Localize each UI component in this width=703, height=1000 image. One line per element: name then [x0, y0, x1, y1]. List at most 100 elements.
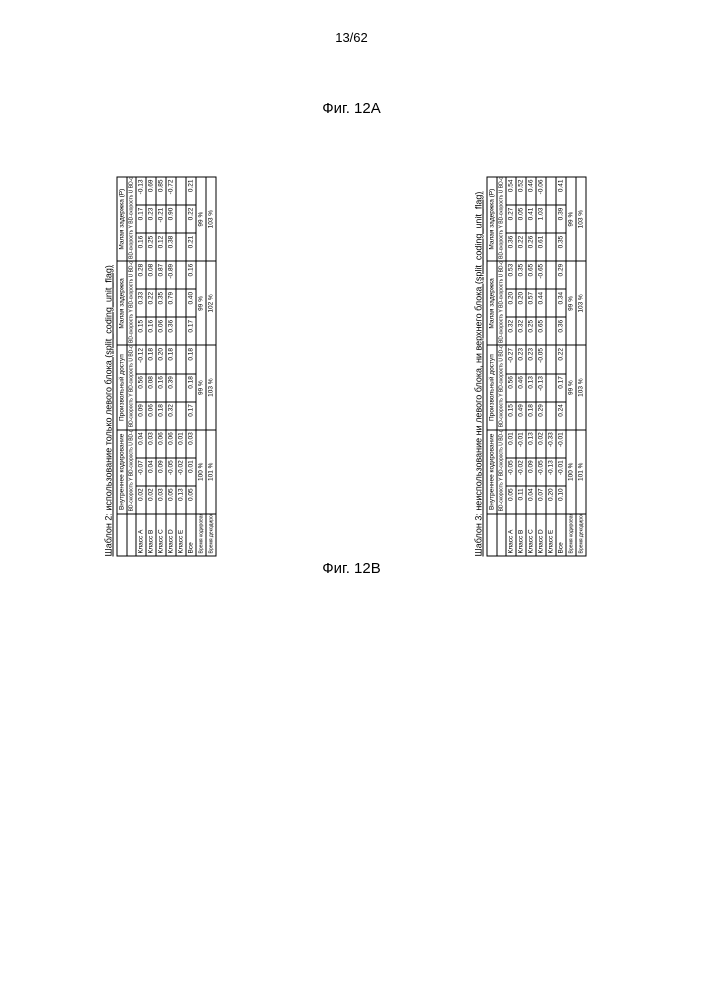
figure-label-b: Фиг. 12B	[0, 560, 703, 577]
cell	[546, 233, 556, 261]
section-header: Малая задержка (P)	[117, 177, 127, 261]
sub-header: BD-скорость Y BD-скорость U BD-скорость …	[127, 430, 136, 514]
cell: 0.06	[156, 317, 166, 345]
cell	[176, 177, 186, 205]
cell: 0.16	[136, 233, 146, 261]
cell: 0.01	[186, 458, 196, 486]
cell: -0.33	[546, 430, 556, 458]
cell: 0.01	[506, 430, 516, 458]
cell	[546, 346, 556, 374]
cell: 0.39	[166, 374, 176, 402]
cell: 0.12	[156, 233, 166, 261]
cell: 0.06	[166, 430, 176, 458]
cell: 0.41	[556, 177, 566, 205]
cell: -0.01	[516, 430, 526, 458]
table-block-b: Шаблон 3: неиспользование ни левого блок…	[474, 177, 587, 557]
section-header: Внутреннее кодирование	[487, 430, 497, 514]
cell: 0.33	[136, 289, 146, 317]
cell	[176, 205, 186, 233]
cell: 0.27	[506, 205, 516, 233]
cell: 0.18	[166, 346, 176, 374]
cell: 0.53	[506, 261, 516, 289]
cell: 0.35	[556, 233, 566, 261]
cell: 0.22	[186, 205, 196, 233]
enc-time-row: Время кодирования [%]100 %99 %99 %99 %	[196, 177, 206, 556]
table-row: Класс D0.07-0.050.020.29-0.13-0.050.650.…	[536, 177, 546, 556]
cell	[546, 402, 556, 430]
cell: -0.01	[556, 458, 566, 486]
cell: 0.04	[136, 430, 146, 458]
cell: 0.08	[146, 374, 156, 402]
cell: 0.61	[536, 233, 546, 261]
cell: 0.46	[526, 177, 536, 205]
cell: 0.87	[156, 261, 166, 289]
cell: 0.32	[506, 317, 516, 345]
cell: 0.40	[186, 289, 196, 317]
cell: 0.49	[516, 402, 526, 430]
cell: -0.27	[506, 346, 516, 374]
cell: 0.32	[166, 402, 176, 430]
cell: -0.02	[516, 458, 526, 486]
cell: 0.03	[146, 430, 156, 458]
section-header: Внутреннее кодирование	[117, 430, 127, 514]
cell: 0.06	[146, 402, 156, 430]
cell: -0.05	[166, 458, 176, 486]
sub-header: BD-скорость Y BD-скорость U BD-скорость …	[127, 346, 136, 430]
cell: -0.12	[136, 346, 146, 374]
cell: 0.15	[136, 317, 146, 345]
cell: 0.25	[526, 317, 536, 345]
cell: 0.56	[506, 374, 516, 402]
cell: 0.90	[166, 205, 176, 233]
table-row: Класс C0.040.090.130.180.130.230.250.570…	[526, 177, 536, 556]
sub-header: BD-скорость Y BD-скорость U BD-скорость …	[497, 346, 506, 430]
cell: 0.57	[526, 289, 536, 317]
section-header: Произвольный доступ	[487, 346, 497, 430]
cell	[546, 205, 556, 233]
cell: -0.65	[536, 261, 546, 289]
cell: 0.20	[516, 289, 526, 317]
dec-time-row: Время декодирования [%]101 %103 %103 %10…	[576, 177, 586, 556]
cell	[546, 317, 556, 345]
cell: 1.03	[536, 205, 546, 233]
enc-time-row: Время кодирования [%]100 %99 %99 %99 %	[566, 177, 576, 556]
row-label: Класс C	[526, 514, 536, 556]
cell: 103 %	[206, 346, 216, 430]
row-label: Класс B	[146, 514, 156, 556]
row-label: Класс A	[136, 514, 146, 556]
table-row: Класс A0.05-0.050.010.150.56-0.270.320.2…	[506, 177, 516, 556]
sub-header: BD-скорость Y BD-скорость U BD-скорость …	[497, 177, 506, 261]
cell: 0.29	[536, 402, 546, 430]
cell: 0.05	[166, 486, 176, 514]
cell: 0.13	[526, 374, 536, 402]
cell: 99 %	[566, 261, 576, 345]
row-label: Класс D	[536, 514, 546, 556]
table-b: Внутреннее кодированиеПроизвольный досту…	[487, 177, 587, 557]
cell: 0.10	[556, 486, 566, 514]
cell: 99 %	[196, 261, 206, 345]
cell	[176, 289, 186, 317]
section-header: Произвольный доступ	[117, 346, 127, 430]
cell: 0.08	[146, 261, 156, 289]
row-label: Класс A	[506, 514, 516, 556]
cell: 0.85	[156, 177, 166, 205]
cell: 0.21	[186, 177, 196, 205]
cell: 0.04	[526, 486, 536, 514]
cell: 0.22	[556, 346, 566, 374]
cell: 0.34	[556, 289, 566, 317]
cell	[546, 289, 556, 317]
cell: 0.36	[506, 233, 516, 261]
cell: 0.35	[156, 289, 166, 317]
cell	[176, 346, 186, 374]
table-row: Класс E0.13-0.020.01	[176, 177, 186, 556]
cell: 103 %	[576, 177, 586, 261]
cell: 103 %	[206, 177, 216, 261]
cell: 0.02	[536, 430, 546, 458]
cell: 0.04	[146, 458, 156, 486]
cell: 0.26	[526, 233, 536, 261]
all-row: Все0.10-0.01-0.010.240.170.220.360.340.2…	[556, 177, 566, 556]
table-a: Внутреннее кодированиеПроизвольный досту…	[117, 177, 217, 557]
cell: 0.79	[166, 289, 176, 317]
row-label: Класс B	[516, 514, 526, 556]
cell: 0.16	[146, 317, 156, 345]
cell: 0.39	[556, 205, 566, 233]
